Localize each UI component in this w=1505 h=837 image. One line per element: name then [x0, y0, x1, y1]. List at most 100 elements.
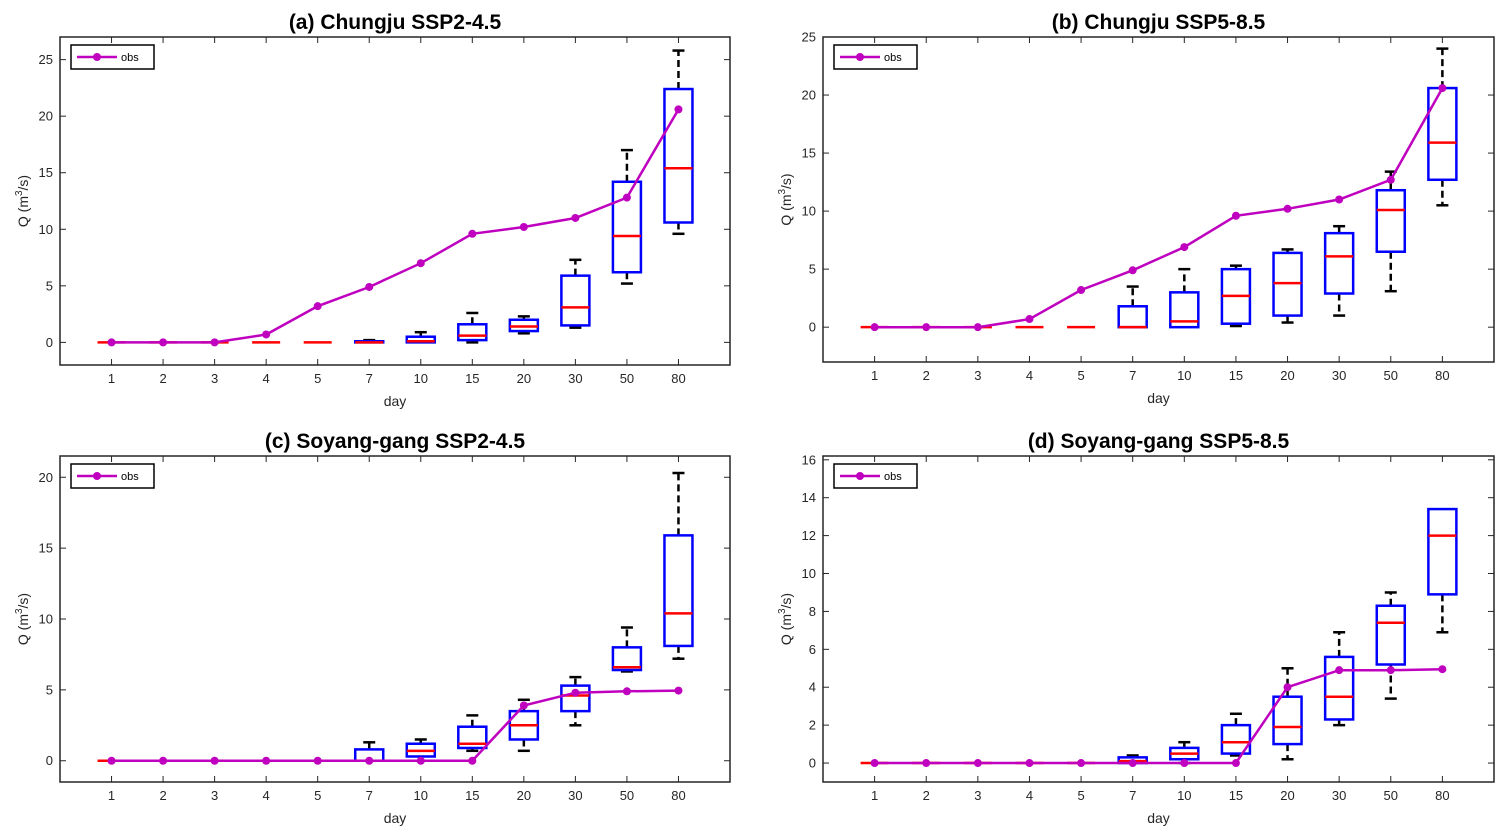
x-tick-label: 10	[414, 788, 428, 803]
y-label-end: /s)	[778, 173, 794, 189]
obs-point	[159, 756, 168, 765]
x-tick-label: 1	[871, 368, 878, 383]
obs-point	[468, 229, 477, 238]
x-tick-label: 15	[465, 788, 479, 803]
plot-area	[60, 37, 730, 365]
plot-area	[823, 37, 1494, 362]
x-axis-label: day	[384, 393, 407, 409]
iqr-box	[1323, 655, 1355, 721]
y-tick-label: 10	[39, 612, 53, 627]
box-20	[1272, 667, 1303, 761]
x-tick-label: 2	[923, 788, 930, 803]
obs-point	[107, 756, 116, 765]
box-10	[1169, 267, 1200, 329]
obs-point	[622, 193, 631, 202]
x-tick-label: 5	[1077, 788, 1084, 803]
box-15	[1220, 264, 1252, 328]
y-tick-label: 20	[802, 88, 816, 103]
obs-line	[874, 667, 1443, 765]
obs-point	[622, 687, 631, 696]
obs-point	[1438, 665, 1447, 674]
y-tick-label: 12	[802, 528, 816, 543]
obs-point	[262, 330, 271, 339]
iqr-box	[1272, 695, 1303, 746]
x-tick-label: 10	[1177, 788, 1191, 803]
box-50	[1375, 170, 1407, 293]
obs-point	[1335, 666, 1344, 675]
obs-point	[870, 759, 879, 768]
x-tick-label: 7	[366, 371, 373, 386]
iqr-box	[1427, 507, 1458, 596]
y-label-base: Q (m	[15, 196, 31, 227]
y-tick-label: 5	[46, 278, 53, 293]
obs-point	[1283, 204, 1292, 213]
obs-point	[1335, 195, 1344, 204]
x-tick-label: 80	[1435, 788, 1449, 803]
y-tick-label: 4	[809, 680, 816, 695]
obs-point	[210, 756, 219, 765]
obs-point	[1180, 243, 1189, 252]
y-label-end: /s)	[15, 593, 31, 609]
obs-point	[416, 756, 425, 765]
obs-point	[159, 338, 168, 347]
x-tick-label: 3	[211, 371, 218, 386]
obs-point	[1180, 759, 1189, 768]
obs-point	[1231, 759, 1240, 768]
x-tick-label: 2	[923, 368, 930, 383]
chart-title: (d) Soyang-gang SSP5-8.5	[1028, 430, 1290, 453]
x-tick-label: 30	[1332, 788, 1346, 803]
y-label-superscript: 3	[777, 189, 788, 195]
y-tick-label: 25	[802, 30, 816, 45]
x-axis-label: day	[1147, 390, 1170, 406]
legend: obs	[70, 463, 155, 489]
y-tick-label: 14	[802, 490, 816, 505]
plot-area	[823, 456, 1494, 782]
obs-point	[365, 282, 374, 291]
y-axis-label: Q (m3/s)	[777, 593, 794, 645]
obs-point	[519, 701, 528, 710]
obs-point	[1283, 683, 1292, 692]
x-tick-label: 4	[1026, 368, 1033, 383]
x-tick-label: 1	[108, 788, 115, 803]
axes-frame	[59, 455, 731, 783]
box-50	[611, 148, 643, 285]
box-20	[1272, 248, 1303, 324]
y-tick-label: 16	[802, 452, 816, 467]
obs-point	[1438, 84, 1447, 93]
obs-point	[571, 688, 580, 697]
iqr-box	[611, 180, 643, 274]
y-tick-label: 10	[802, 204, 816, 219]
y-tick-label: 0	[46, 753, 53, 768]
obs-point	[1077, 759, 1086, 768]
y-label-superscript: 3	[777, 608, 788, 614]
box-20	[508, 315, 540, 335]
obs-point	[1128, 266, 1137, 275]
obs-point	[107, 338, 116, 347]
y-tick-label: 25	[39, 52, 53, 67]
y-tick-label: 15	[39, 541, 53, 556]
x-axis-label: day	[1147, 810, 1170, 826]
iqr-box	[457, 725, 488, 750]
box-80	[663, 49, 694, 236]
box-15	[457, 714, 488, 753]
iqr-box	[1220, 723, 1252, 755]
y-tick-label: 10	[802, 566, 816, 581]
obs-point	[1128, 759, 1137, 768]
x-tick-label: 30	[1332, 368, 1346, 383]
x-tick-label: 80	[671, 371, 685, 386]
x-tick-label: 3	[974, 788, 981, 803]
y-tick-label: 20	[39, 109, 53, 124]
x-axis-label: day	[384, 810, 407, 826]
obs-point	[468, 756, 477, 765]
x-tick-label: 3	[211, 788, 218, 803]
obs-point	[519, 223, 528, 232]
obs-point	[313, 302, 322, 311]
iqr-box	[1323, 231, 1355, 295]
box-30	[1323, 224, 1355, 317]
y-label-superscript: 3	[14, 190, 25, 196]
x-tick-label: 30	[568, 788, 582, 803]
x-tick-label: 50	[620, 371, 634, 386]
chart-title: (c) Soyang-gang SSP2-4.5	[265, 430, 526, 453]
box-30	[1323, 631, 1355, 727]
